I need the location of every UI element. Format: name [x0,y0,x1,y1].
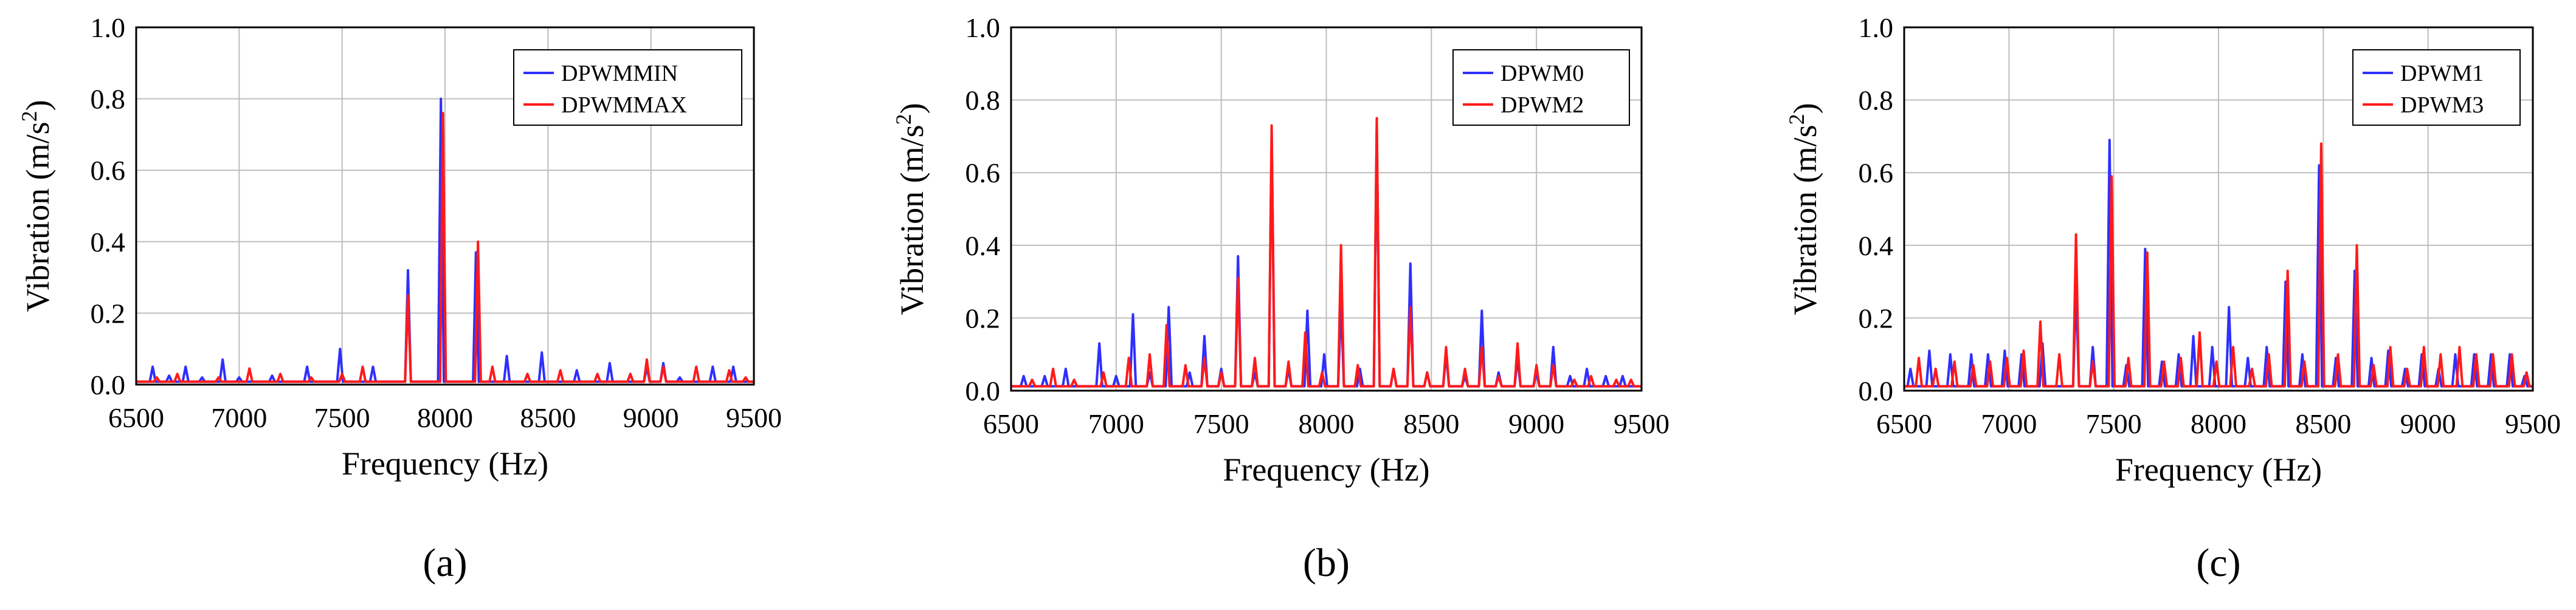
x-tick-label-b-3: 8000 [1299,408,1355,439]
y-axis-label-a: Vibration (m/s2) [17,100,56,312]
x-tick-label-c-5: 9000 [2400,408,2456,439]
x-tick-label-b-0: 6500 [983,408,1039,439]
tick-labels-a: 6500 7000 7500 8000 8500 9000 9500 0.0 0.2 0.4 0.6… [91,12,782,433]
y-tick-label-b-5: 1.0 [965,12,1001,43]
panel-c: 6500 7000 7500 8000 8500 9000 9500 0.0 0.2 0.4 0.6… [1784,12,2561,585]
y-axis-label-c: Vibration (m/s2) [1784,103,1823,315]
legend-entry-b-0: DPWM0 [1500,61,1584,86]
x-tick-label-a-1: 7000 [211,402,267,433]
y-tick-label-c-1: 0.2 [1859,303,1894,334]
tick-labels-b: 6500 7000 7500 8000 8500 9000 9500 0.0 0.2 0.4 0.6… [965,12,1670,439]
y-tick-label-a-5: 1.0 [91,12,126,43]
panel-label-c: (c) [2196,541,2240,585]
legend-entry-c-1: DPWM3 [2400,92,2484,118]
x-axis-label-b: Frequency (Hz) [1223,451,1429,488]
series-line-c-0 [1904,139,2533,388]
series-line-c-1 [1904,142,2533,388]
y-tick-label-b-1: 0.2 [965,303,1001,334]
x-tick-label-a-6: 9500 [726,402,782,433]
series-lines-a [136,97,754,383]
x-tick-label-a-3: 8000 [417,402,473,433]
series-line-b-1 [1011,117,1642,388]
plot-frame-b [1010,26,1643,392]
x-tick-label-b-2: 7500 [1193,408,1249,439]
panel-b: 6500 7000 7500 8000 8500 9000 9500 0.0 0.2 0.4 0.6… [891,12,1670,585]
series-lines-c [1904,139,2533,388]
y-tick-label-a-1: 0.2 [91,298,126,329]
legend-box-c [2352,49,2521,126]
x-tick-label-a-2: 7500 [314,402,370,433]
x-tick-label-c-3: 8000 [2191,408,2246,439]
legend-c: DPWM1 DPWM3 [2352,49,2521,126]
y-tick-label-a-2: 0.4 [91,227,126,258]
legend-entry-c-0: DPWM1 [2400,61,2484,86]
y-tick-label-c-0: 0.0 [1859,375,1894,406]
panel-a: 6500 7000 7500 8000 8500 9000 9500 0.0 0.2 0.4 0.6… [17,12,782,585]
legend-box-b [1452,49,1630,126]
legend-entry-b-1: DPWM2 [1500,92,1584,118]
y-tick-label-a-3: 0.6 [91,155,126,186]
x-tick-label-a-5: 9000 [623,402,679,433]
y-axis-label-b: Vibration (m/s2) [891,103,930,315]
x-tick-label-b-1: 7000 [1088,408,1144,439]
legend-a: DPWMMIN DPWMMAX [513,49,742,126]
x-axis-label-a: Frequency (Hz) [342,445,548,482]
y-tick-label-b-2: 0.4 [965,230,1001,261]
y-tick-label-b-3: 0.6 [965,157,1001,188]
tick-labels-c: 6500 7000 7500 8000 8500 9000 9500 0.0 0.2 0.4 0.6… [1859,12,2561,439]
x-tick-label-b-5: 9000 [1508,408,1564,439]
y-tick-label-c-5: 1.0 [1859,12,1894,43]
x-tick-label-c-2: 7500 [2086,408,2142,439]
plot-frame-a [135,26,755,386]
panel-label-b: (b) [1303,541,1350,585]
y-tick-label-a-4: 0.8 [91,84,126,115]
x-tick-label-c-4: 8500 [2295,408,2351,439]
legend-b: DPWM0 DPWM2 [1452,49,1630,126]
x-tick-label-b-6: 9500 [1614,408,1670,439]
legend-box-a [513,49,742,126]
series-lines-b [1011,117,1642,388]
legend-entry-a-0: DPWMMIN [561,61,678,86]
y-tick-label-c-4: 0.8 [1859,85,1894,116]
x-tick-label-c-1: 7000 [1981,408,2037,439]
y-tick-label-c-3: 0.6 [1859,157,1894,188]
panel-label-a: (a) [423,541,467,585]
x-tick-label-c-0: 6500 [1876,408,1932,439]
x-axis-label-c: Frequency (Hz) [2115,451,2322,488]
y-tick-label-b-4: 0.8 [965,85,1001,116]
x-tick-label-c-6: 9500 [2505,408,2561,439]
legend-entry-a-1: DPWMMAX [561,92,687,118]
y-tick-label-c-2: 0.4 [1859,230,1894,261]
plot-frame-c [1903,26,2534,392]
x-tick-label-a-0: 6500 [108,402,164,433]
x-tick-label-a-4: 8500 [520,402,576,433]
y-tick-label-a-0: 0.0 [91,369,126,400]
x-tick-label-b-4: 8500 [1403,408,1459,439]
y-tick-label-b-0: 0.0 [965,375,1001,406]
series-line-a-1 [136,112,754,383]
